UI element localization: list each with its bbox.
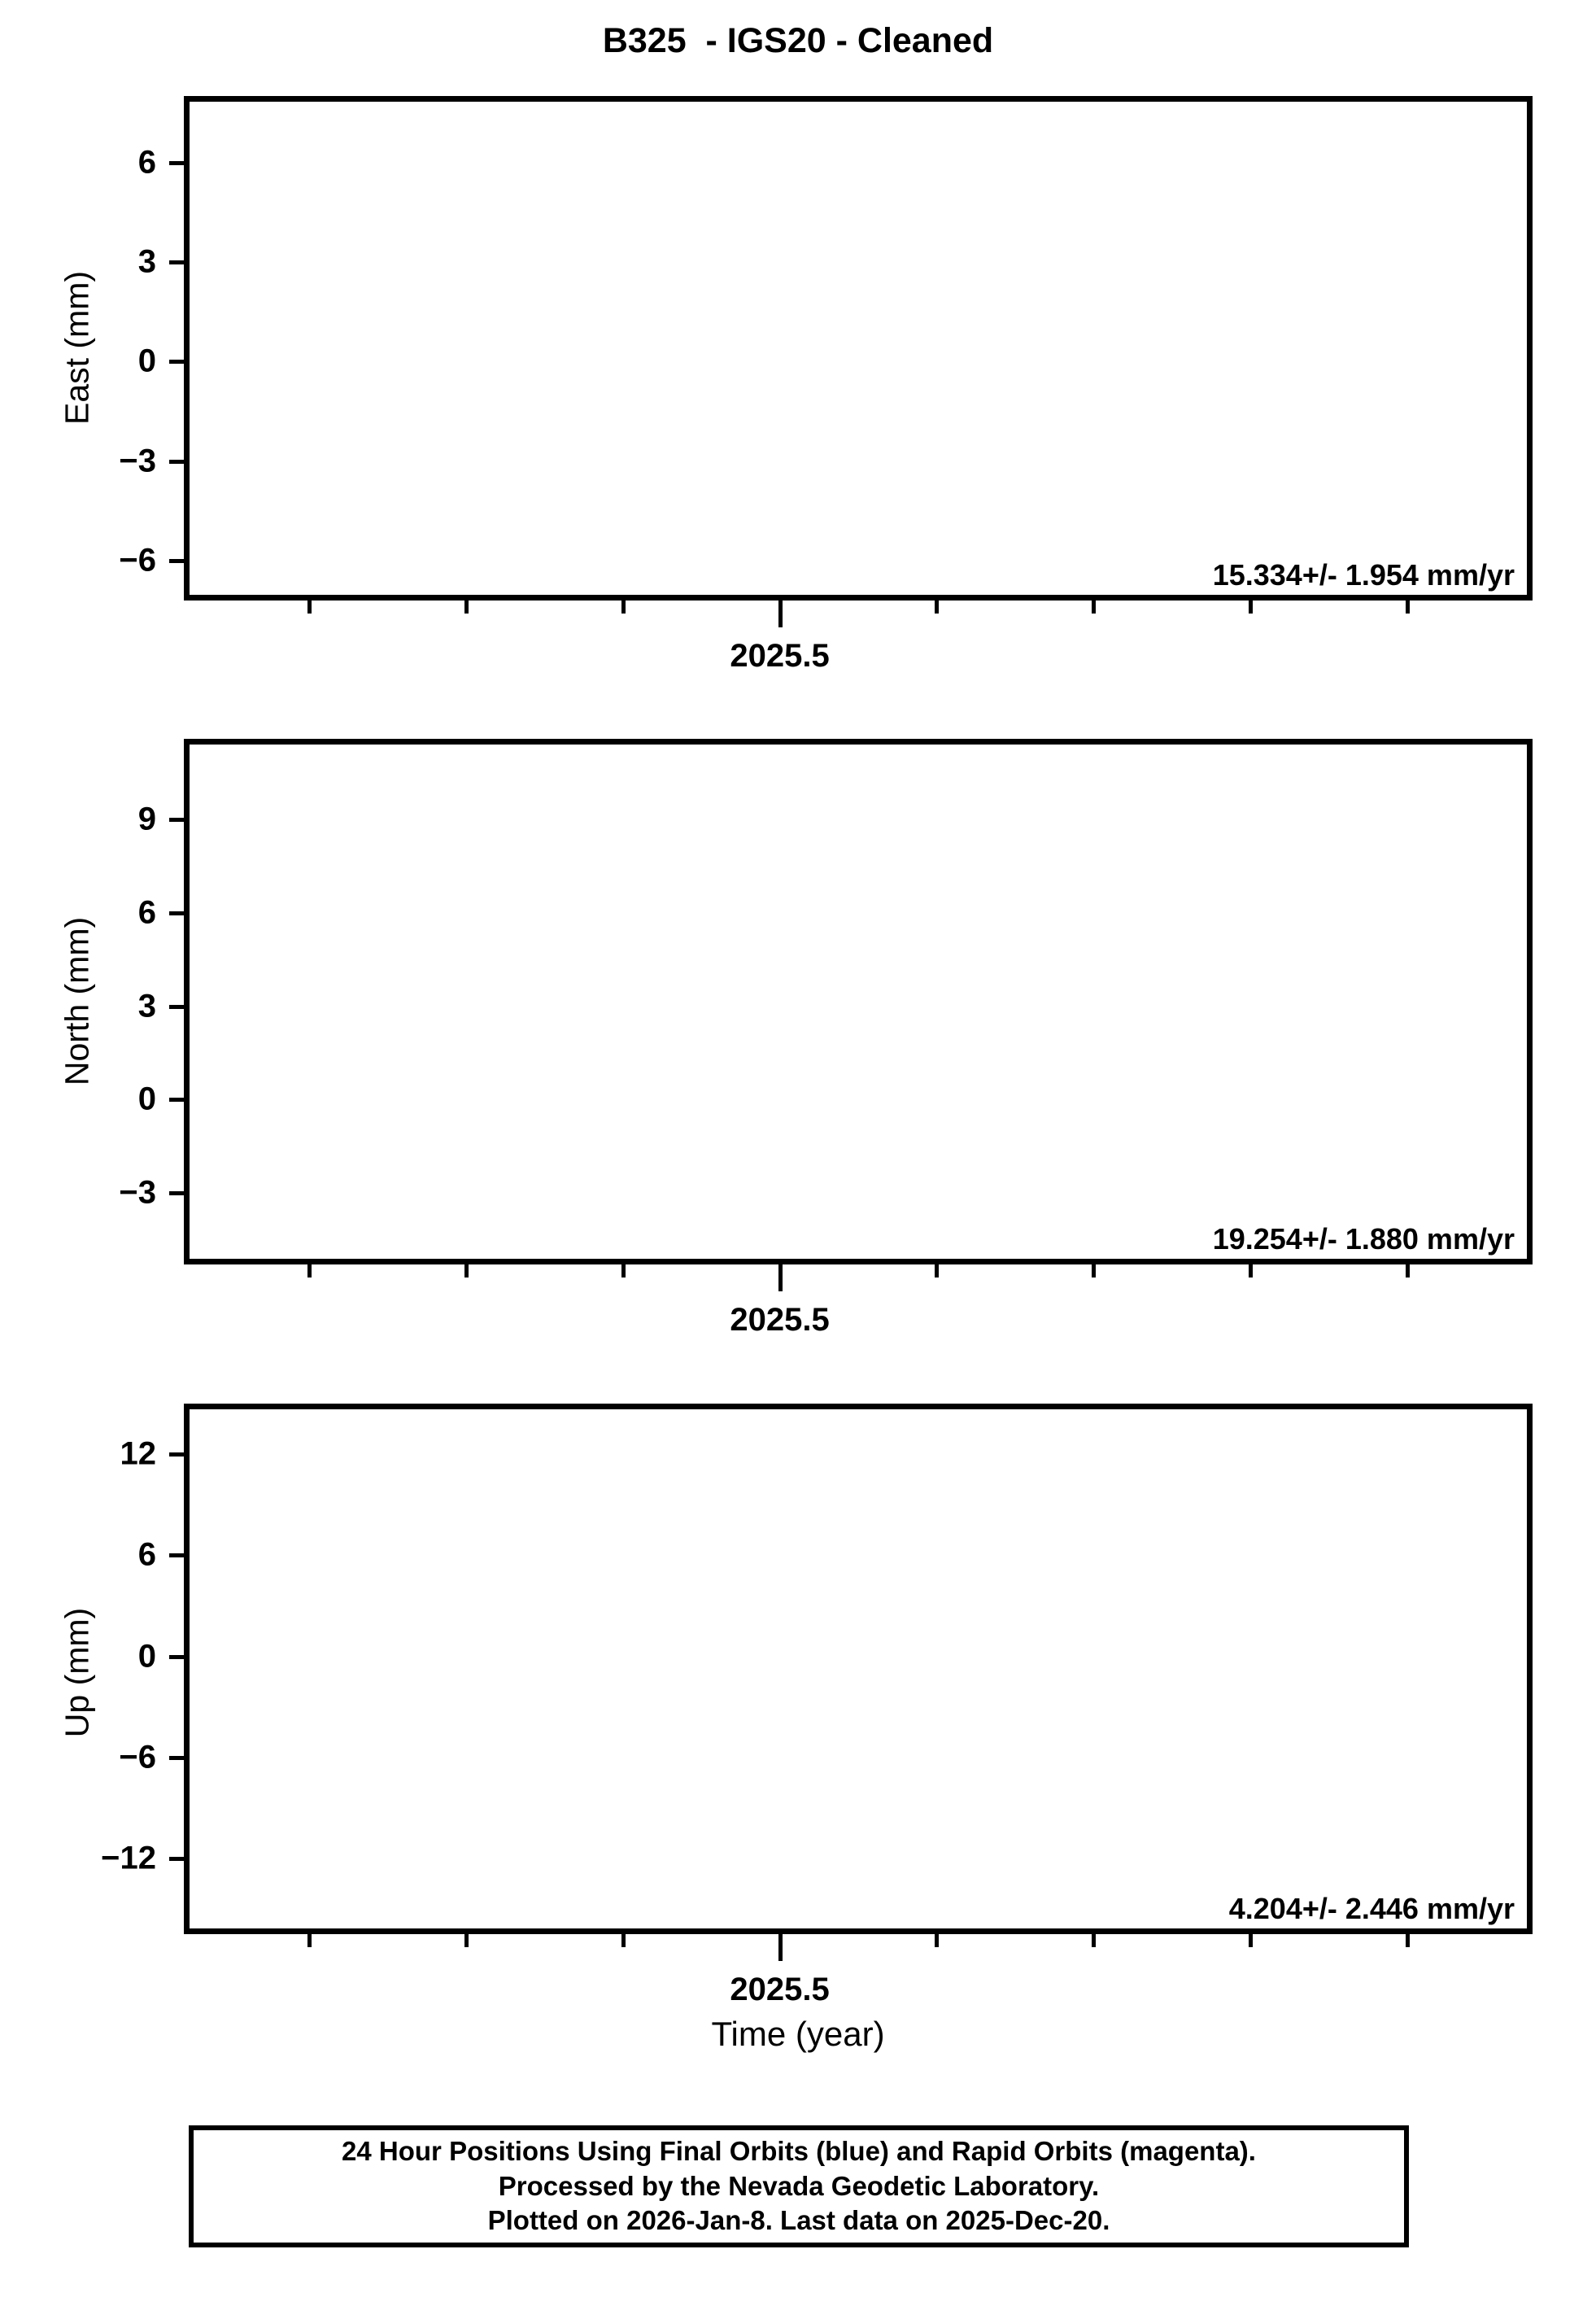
tick-mark [169, 1191, 187, 1196]
tick-mark [307, 1932, 312, 1947]
tick-mark [1249, 1932, 1253, 1947]
tick-mark [169, 1654, 187, 1659]
tick-mark [935, 598, 940, 614]
tick-mark [1092, 598, 1097, 614]
tick-label: −12 [101, 1840, 156, 1876]
tick-mark [621, 1932, 626, 1947]
tick-mark [169, 1856, 187, 1861]
tick-label: 2025.5 [730, 1972, 830, 2007]
tick-mark [621, 1262, 626, 1277]
tick-mark [935, 1932, 940, 1947]
tick-label: −3 [119, 1174, 156, 1211]
tick-mark [1092, 1262, 1097, 1277]
tick-label: 3 [137, 243, 156, 280]
tick-label: 0 [137, 343, 156, 379]
tick-mark [1092, 1932, 1097, 1947]
tick-mark [169, 260, 187, 264]
axes-frame-east [184, 96, 1533, 601]
y-axis-label-up: Up (mm) [58, 1607, 96, 1738]
y-axis-label-north: North (mm) [58, 916, 96, 1086]
caption-line-1: 24 Hour Positions Using Final Orbits (bl… [342, 2135, 1256, 2166]
tick-mark [1405, 598, 1410, 614]
tick-label: 2025.5 [730, 1302, 830, 1338]
tick-mark [169, 559, 187, 564]
axes-frame-up [184, 1404, 1533, 1934]
tick-label: 0 [137, 1638, 156, 1674]
tick-mark [307, 1262, 312, 1277]
tick-mark [169, 360, 187, 365]
axes-frame-north [184, 739, 1533, 1264]
tick-label: 3 [137, 988, 156, 1024]
tick-label: 6 [137, 1536, 156, 1573]
caption-line-3: Plotted on 2026-Jan-8. Last data on 2025… [487, 2205, 1110, 2236]
tick-mark [1249, 1262, 1253, 1277]
tick-mark [621, 598, 626, 614]
tick-mark [778, 598, 783, 627]
rate-annotation-up: 4.204+/- 2.446 mm/yr [1228, 1892, 1515, 1925]
tick-mark [1405, 1262, 1410, 1277]
tick-mark [169, 160, 187, 165]
tick-mark [935, 1262, 940, 1277]
tick-label: 2025.5 [730, 638, 830, 674]
chart-panel-north: 19.254+/- 1.880 mm/yr 9 6 3 0 −3 2025.5 [119, 739, 1533, 1338]
rate-annotation-north: 19.254+/- 1.880 mm/yr [1212, 1222, 1515, 1256]
chart-panel-up: 4.204+/- 2.446 mm/yr 12 6 0 −6 −12 2025.5 [101, 1404, 1533, 2007]
tick-mark [169, 1098, 187, 1103]
tick-mark [169, 911, 187, 916]
page-title: B325 - IGS20 - Cleaned [602, 21, 994, 60]
tick-label: 12 [120, 1435, 157, 1472]
tick-label: 0 [137, 1081, 156, 1117]
tick-mark [169, 818, 187, 823]
chart-panel-east: 15.334+/- 1.954 mm/yr 6 3 0 −3 −6 2025.5 [119, 96, 1533, 674]
x-axis-label: Time (year) [711, 2015, 885, 2053]
tick-mark [1405, 1932, 1410, 1947]
tick-mark [169, 459, 187, 464]
tick-mark [464, 1262, 469, 1277]
tick-label: 6 [137, 894, 156, 931]
tick-label: −3 [119, 443, 156, 479]
tick-mark [169, 1553, 187, 1558]
tick-mark [464, 1932, 469, 1947]
tick-label: 6 [137, 144, 156, 181]
tick-mark [169, 1452, 187, 1457]
tick-mark [1249, 598, 1253, 614]
tick-label: −6 [119, 542, 156, 579]
tick-label: 9 [137, 801, 156, 837]
tick-mark [778, 1932, 783, 1961]
tick-mark [464, 598, 469, 614]
rate-annotation-east: 15.334+/- 1.954 mm/yr [1212, 558, 1515, 592]
footer-caption-box: 24 Hour Positions Using Final Orbits (bl… [189, 2125, 1409, 2247]
y-axis-label-east: East (mm) [58, 270, 96, 426]
tick-mark [778, 1262, 783, 1291]
tick-label: −6 [119, 1739, 156, 1775]
tick-mark [307, 598, 312, 614]
caption-line-2: Processed by the Nevada Geodetic Laborat… [498, 2170, 1100, 2201]
tick-mark [169, 1755, 187, 1760]
tick-mark [169, 1004, 187, 1009]
